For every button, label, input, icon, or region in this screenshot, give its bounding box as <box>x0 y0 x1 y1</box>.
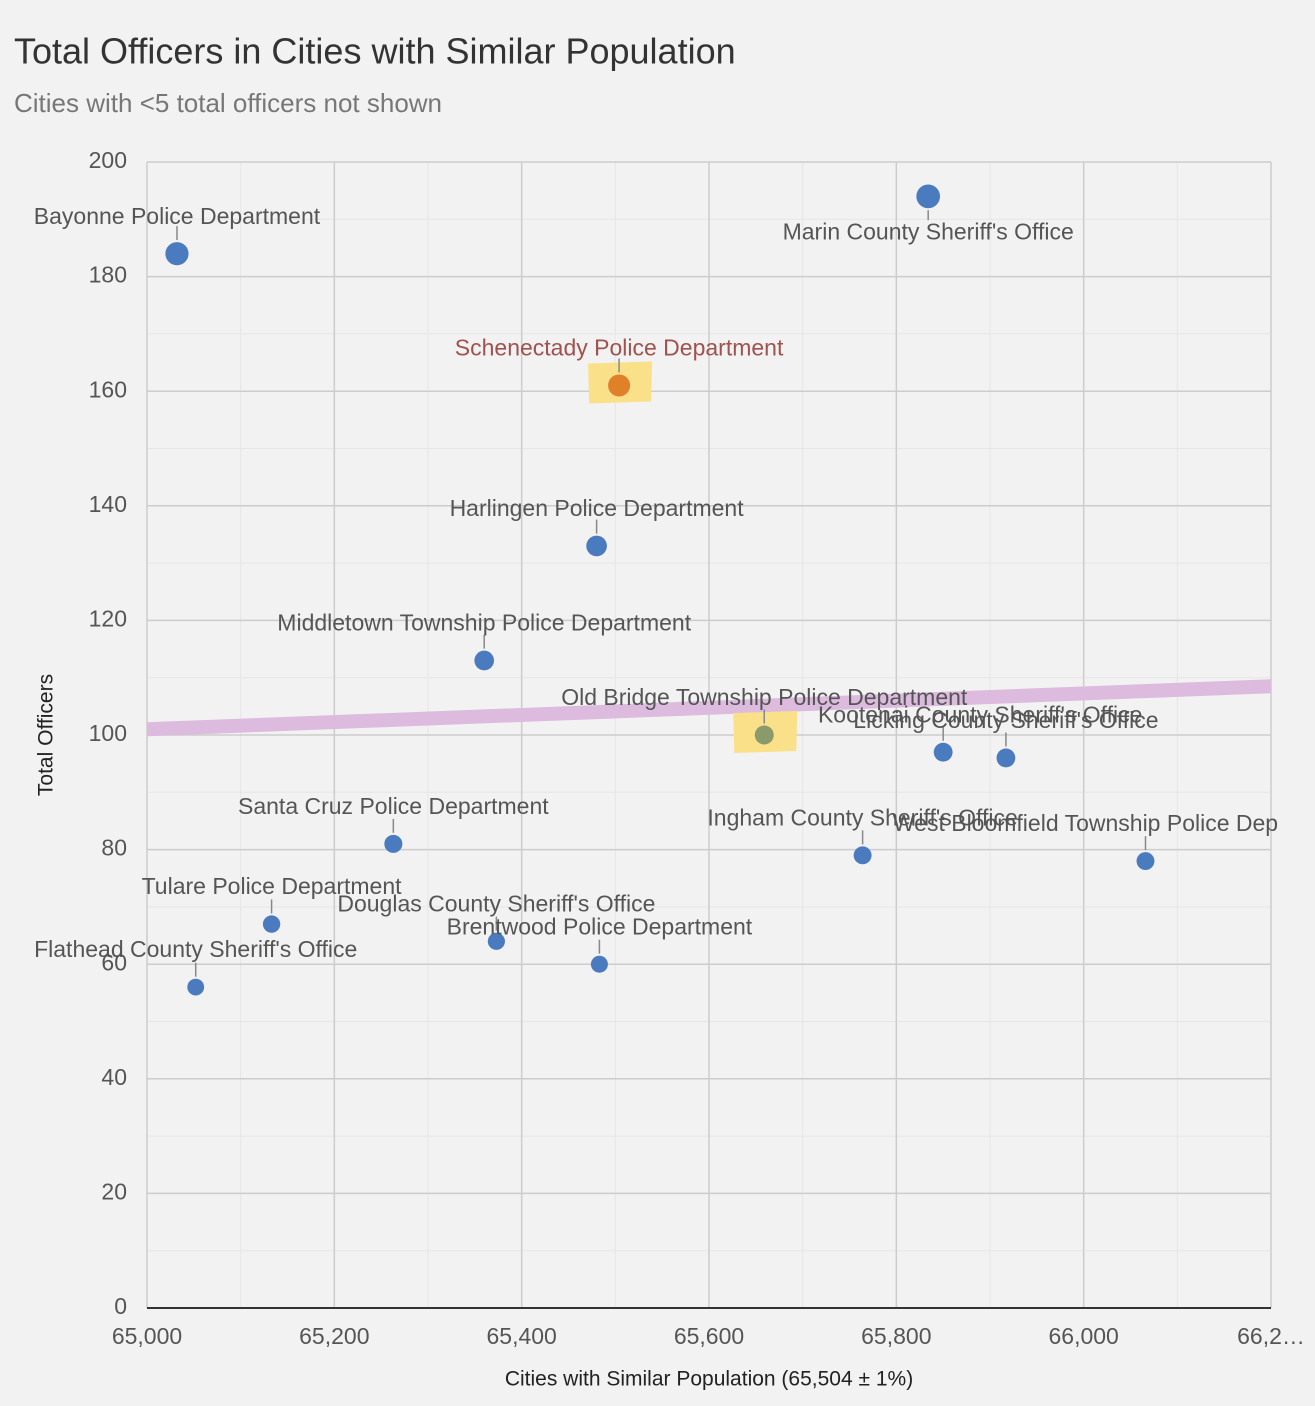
y-tick-label: 200 <box>89 147 127 173</box>
point <box>262 915 281 933</box>
point-label: Douglas County Sheriff's Office <box>337 890 655 916</box>
point <box>1136 852 1155 871</box>
x-tick-label: 65,400 <box>486 1323 556 1349</box>
point <box>608 374 631 397</box>
x-tick-label: 66,000 <box>1048 1323 1118 1349</box>
y-tick-label: 160 <box>89 376 127 402</box>
x-tick-label: 65,000 <box>112 1323 182 1349</box>
point <box>586 535 607 557</box>
y-tick-label: 60 <box>101 949 127 975</box>
point-label: Kootenai County Sheriff's Office <box>818 701 1142 727</box>
point-label: Bayonne Police Department <box>34 203 321 229</box>
x-tick-label: 65,800 <box>861 1323 931 1349</box>
point-label: Harlingen Police Department <box>450 495 745 521</box>
x-tick-label: 65,200 <box>299 1323 369 1349</box>
point <box>996 748 1016 768</box>
y-tick-label: 0 <box>114 1293 127 1319</box>
y-tick-label: 100 <box>89 720 127 746</box>
point-label: Ingham County Sheriff's Office <box>707 804 1017 830</box>
point <box>165 242 189 266</box>
point <box>590 955 608 973</box>
trendline <box>146 679 1272 737</box>
y-tick-label: 40 <box>101 1064 127 1090</box>
point-label: Licking County Sheriff's Office <box>853 707 1158 733</box>
y-tick-label: 140 <box>89 491 127 517</box>
x-tick-label: 66,2… <box>1237 1323 1305 1349</box>
y-tick-label: 180 <box>89 262 127 288</box>
point-label: Flathead County Sheriff's Office <box>34 936 357 962</box>
y-tick-label: 80 <box>101 835 127 861</box>
point-label: Brentwood Police Department <box>447 913 753 939</box>
y-axis-title: Total Officers <box>35 674 58 796</box>
point-label: Schenectady Police Department <box>455 335 784 361</box>
point <box>933 742 953 762</box>
point <box>487 932 505 950</box>
point-label: Tulare Police Department <box>142 873 403 899</box>
point <box>916 184 941 209</box>
point <box>187 978 205 996</box>
point-label: Marin County Sheriff's Office <box>783 218 1074 244</box>
chart-subtitle: Cities with <5 total officers not shown <box>14 88 442 118</box>
point <box>384 834 403 853</box>
x-axis-title: Cities with Similar Population (65,504 ±… <box>505 1368 913 1391</box>
point <box>853 846 872 865</box>
point <box>474 650 495 671</box>
y-tick-label: 120 <box>89 605 127 631</box>
point <box>754 725 774 745</box>
point-label: West Bloomfield Township Police Dep <box>893 810 1278 836</box>
y-tick-label: 20 <box>101 1178 127 1204</box>
point-label: Middletown Township Police Department <box>277 610 691 636</box>
point-label: Old Bridge Township Police Department <box>561 684 968 710</box>
chart-title: Total Officers in Cities with Similar Po… <box>14 31 736 72</box>
point-label: Santa Cruz Police Department <box>238 793 549 819</box>
x-tick-label: 65,600 <box>674 1323 744 1349</box>
